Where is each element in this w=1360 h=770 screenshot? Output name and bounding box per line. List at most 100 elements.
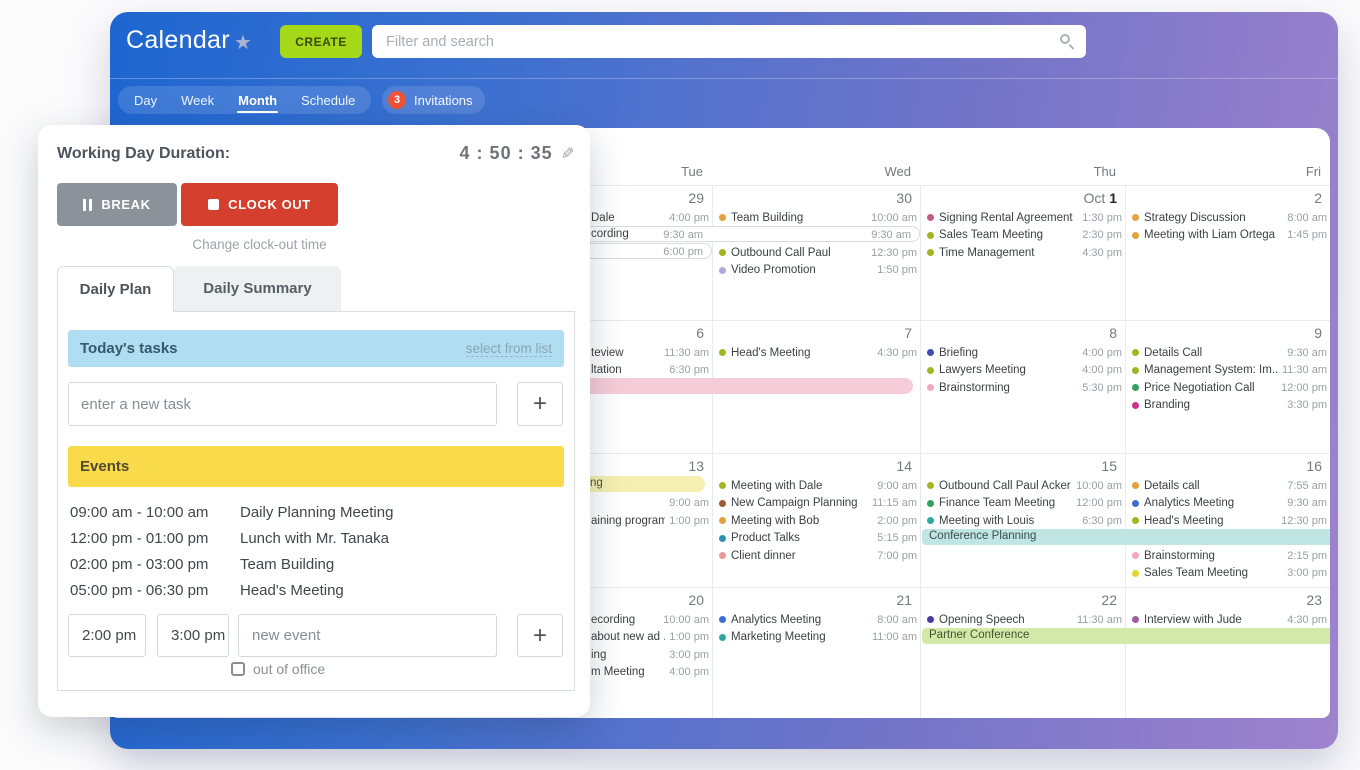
day-cell[interactable]: 21 Analytics Meeting 8:00 am Marketing Meet…	[712, 587, 920, 718]
tab-day[interactable]: Day	[134, 92, 158, 108]
calendar-event[interactable]: Strategy Discussion 8:00 am	[1132, 209, 1327, 226]
calendar-event[interactable]: ltation 6:30 pm	[512, 362, 709, 379]
calendar-event[interactable]: Analytics Meeting 8:00 am	[719, 611, 917, 628]
day-cell[interactable]: 14 Meeting with Dale 9:00 am New Campaign P…	[712, 453, 920, 587]
add-task-button[interactable]: +	[517, 382, 563, 426]
search-box[interactable]	[372, 25, 1086, 58]
tab-month[interactable]: Month	[237, 92, 279, 113]
day-number[interactable]: 23	[1306, 592, 1322, 608]
calendar-event[interactable]: Price Negotiation Call 12:00 pm	[1132, 379, 1327, 396]
day-cell[interactable]: Oct 1 Signing Rental Agreement 1:30 pm Sale…	[920, 185, 1125, 320]
create-button[interactable]: CREATE	[280, 25, 362, 58]
calendar-event[interactable]: Outbound Call Paul Acker 10:00 am	[927, 477, 1122, 494]
calendar-event[interactable]: Interview with Jude 4:30 pm	[1132, 611, 1327, 628]
calendar-event[interactable]: Brainstorming 2:15 pm	[1132, 547, 1327, 564]
calendar-event[interactable]: ecording 10:00 am	[512, 611, 709, 628]
calendar-event[interactable]: Meeting with Louis 6:30 pm	[927, 512, 1122, 529]
calendar-event[interactable]: Dale 4:00 pm	[512, 209, 709, 226]
day-number[interactable]: 9	[1314, 325, 1322, 341]
new-event-start-input[interactable]	[68, 614, 146, 657]
event-dot	[927, 214, 934, 221]
calendar-event[interactable]: ing 3:00 pm	[512, 646, 709, 663]
day-number[interactable]: 20	[688, 592, 704, 608]
calendar-event[interactable]: Head's Meeting 4:30 pm	[719, 344, 917, 361]
calendar-event[interactable]: Signing Rental Agreement 1:30 pm	[927, 209, 1122, 226]
day-cell[interactable]: 6 teview 11:30 am ltation 6:30 pm	[505, 320, 712, 453]
new-event-name-input[interactable]	[238, 614, 497, 657]
calendar-event[interactable]: Head's Meeting 12:30 pm	[1132, 512, 1327, 529]
calendar-event[interactable]: Team Building 10:00 am	[719, 209, 917, 226]
select-from-list-link[interactable]: select from list	[465, 340, 552, 357]
day-cell[interactable]: 23 Interview with Jude 4:30 pm	[1125, 587, 1330, 718]
day-cell[interactable]: 22 Opening Speech 11:30 am	[920, 587, 1125, 718]
change-clock-out-link[interactable]: Change clock-out time	[192, 237, 327, 252]
out-of-office-checkbox[interactable]	[231, 662, 245, 676]
day-cell[interactable]: 2 Strategy Discussion 8:00 am Meeting with …	[1125, 185, 1330, 320]
multi-day-event-bar[interactable]: Partner Conference	[922, 627, 1330, 644]
calendar-event[interactable]: Management System: Im.. 11:30 am	[1132, 362, 1327, 379]
calendar-event[interactable]: Outbound Call Paul 12:30 pm	[719, 244, 917, 261]
new-event-end-input[interactable]	[157, 614, 229, 657]
day-cell[interactable]: 30 Team Building 10:00 am Outbound Call Pau…	[712, 185, 920, 320]
calendar-event[interactable]: Briefing 4:00 pm	[927, 344, 1122, 361]
break-button[interactable]: BREAK	[57, 183, 177, 226]
calendar-event[interactable]: Video Promotion 1:50 pm	[719, 262, 917, 279]
day-number[interactable]: 14	[896, 458, 912, 474]
calendar-event[interactable]: Meeting with Dale 9:00 am	[719, 477, 917, 494]
day-number[interactable]: 29	[688, 190, 704, 206]
calendar-event[interactable]: Meeting with Bob 2:00 pm	[719, 512, 917, 529]
day-number[interactable]: 7	[904, 325, 912, 341]
tab-week[interactable]: Week	[181, 92, 215, 108]
calendar-event[interactable]: Branding 3:30 pm	[1132, 397, 1327, 414]
calendar-event[interactable]: Product Talks 5:15 pm	[719, 530, 917, 547]
day-number[interactable]: 16	[1306, 458, 1322, 474]
calendar-event[interactable]: Details Call 9:30 am	[1132, 344, 1327, 361]
day-cell[interactable]: 9 Details Call 9:30 am Management System: I…	[1125, 320, 1330, 453]
new-task-input[interactable]	[68, 382, 497, 426]
day-cell[interactable]: 15 Outbound Call Paul Acker 10:00 am Financ…	[920, 453, 1125, 587]
multi-day-event-bar[interactable]: Conference Planning	[922, 528, 1330, 545]
day-number[interactable]: Oct 1	[1083, 190, 1117, 206]
calendar-event[interactable]: New Campaign Planning 11:15 am	[719, 495, 917, 512]
calendar-event[interactable]: Sales Team Meeting 2:30 pm	[927, 227, 1122, 244]
calendar-event[interactable]: Meeting with Liam Ortega 1:45 pm	[1132, 227, 1327, 244]
day-cell[interactable]: 8 Briefing 4:00 pm Lawyers Meeting 4:00 pm Br…	[920, 320, 1125, 453]
tab-daily-summary[interactable]: Daily Summary	[174, 266, 341, 312]
calendar-event[interactable]: m Meeting 4:00 pm	[512, 664, 709, 681]
calendar-event[interactable]: Analytics Meeting 9:30 am	[1132, 495, 1327, 512]
day-cell[interactable]: 29 Dale 4:00 pm	[505, 185, 712, 320]
calendar-event[interactable]: 9:00 am	[512, 495, 709, 512]
day-cell[interactable]: 13 9:00 am aining program 1:00 pm	[505, 453, 712, 587]
add-event-button[interactable]: +	[517, 614, 563, 657]
calendar-event[interactable]: Finance Team Meeting 12:00 pm	[927, 495, 1122, 512]
day-number[interactable]: 8	[1109, 325, 1117, 341]
invitations-button[interactable]: 3 Invitations	[382, 86, 485, 114]
tab-daily-plan[interactable]: Daily Plan	[57, 266, 174, 312]
day-number[interactable]: 13	[688, 458, 704, 474]
calendar-event[interactable]: Time Management 4:30 pm	[927, 244, 1122, 261]
calendar-event[interactable]: Sales Team Meeting 3:00 pm	[1132, 565, 1327, 582]
day-cell[interactable]: 16 Details call 7:55 am Analytics Meeting 9:…	[1125, 453, 1330, 587]
tab-schedule[interactable]: Schedule	[301, 92, 356, 108]
calendar-event[interactable]: teview 11:30 am	[512, 344, 709, 361]
day-number[interactable]: 6	[696, 325, 704, 341]
day-cell[interactable]: 7 Head's Meeting 4:30 pm	[712, 320, 920, 453]
calendar-event[interactable]: Details call 7:55 am	[1132, 477, 1327, 494]
day-number[interactable]: 21	[896, 592, 912, 608]
event-time-range: 09:00 am - 10:00 am	[70, 503, 209, 521]
day-number[interactable]: 22	[1101, 592, 1117, 608]
calendar-event[interactable]: Brainstorming 5:30 pm	[927, 379, 1122, 396]
calendar-event[interactable]: Opening Speech 11:30 am	[927, 611, 1122, 628]
calendar-event[interactable]: Lawyers Meeting 4:00 pm	[927, 362, 1122, 379]
edit-timer-icon[interactable]: ✎	[560, 145, 574, 163]
search-input[interactable]	[372, 25, 1086, 58]
calendar-event[interactable]: aining program 1:00 pm	[512, 512, 709, 529]
day-number[interactable]: 2	[1314, 190, 1322, 206]
clock-out-button[interactable]: CLOCK OUT	[181, 183, 338, 226]
day-number[interactable]: 15	[1101, 458, 1117, 474]
calendar-event[interactable]: Client dinner 7:00 pm	[719, 547, 917, 564]
day-cell[interactable]: 20 ecording 10:00 am about new ad .. 1:00 pm…	[505, 587, 712, 718]
calendar-event[interactable]: about new ad .. 1:00 pm	[512, 629, 709, 646]
calendar-event[interactable]: Marketing Meeting 11:00 am	[719, 629, 917, 646]
day-number[interactable]: 30	[896, 190, 912, 206]
